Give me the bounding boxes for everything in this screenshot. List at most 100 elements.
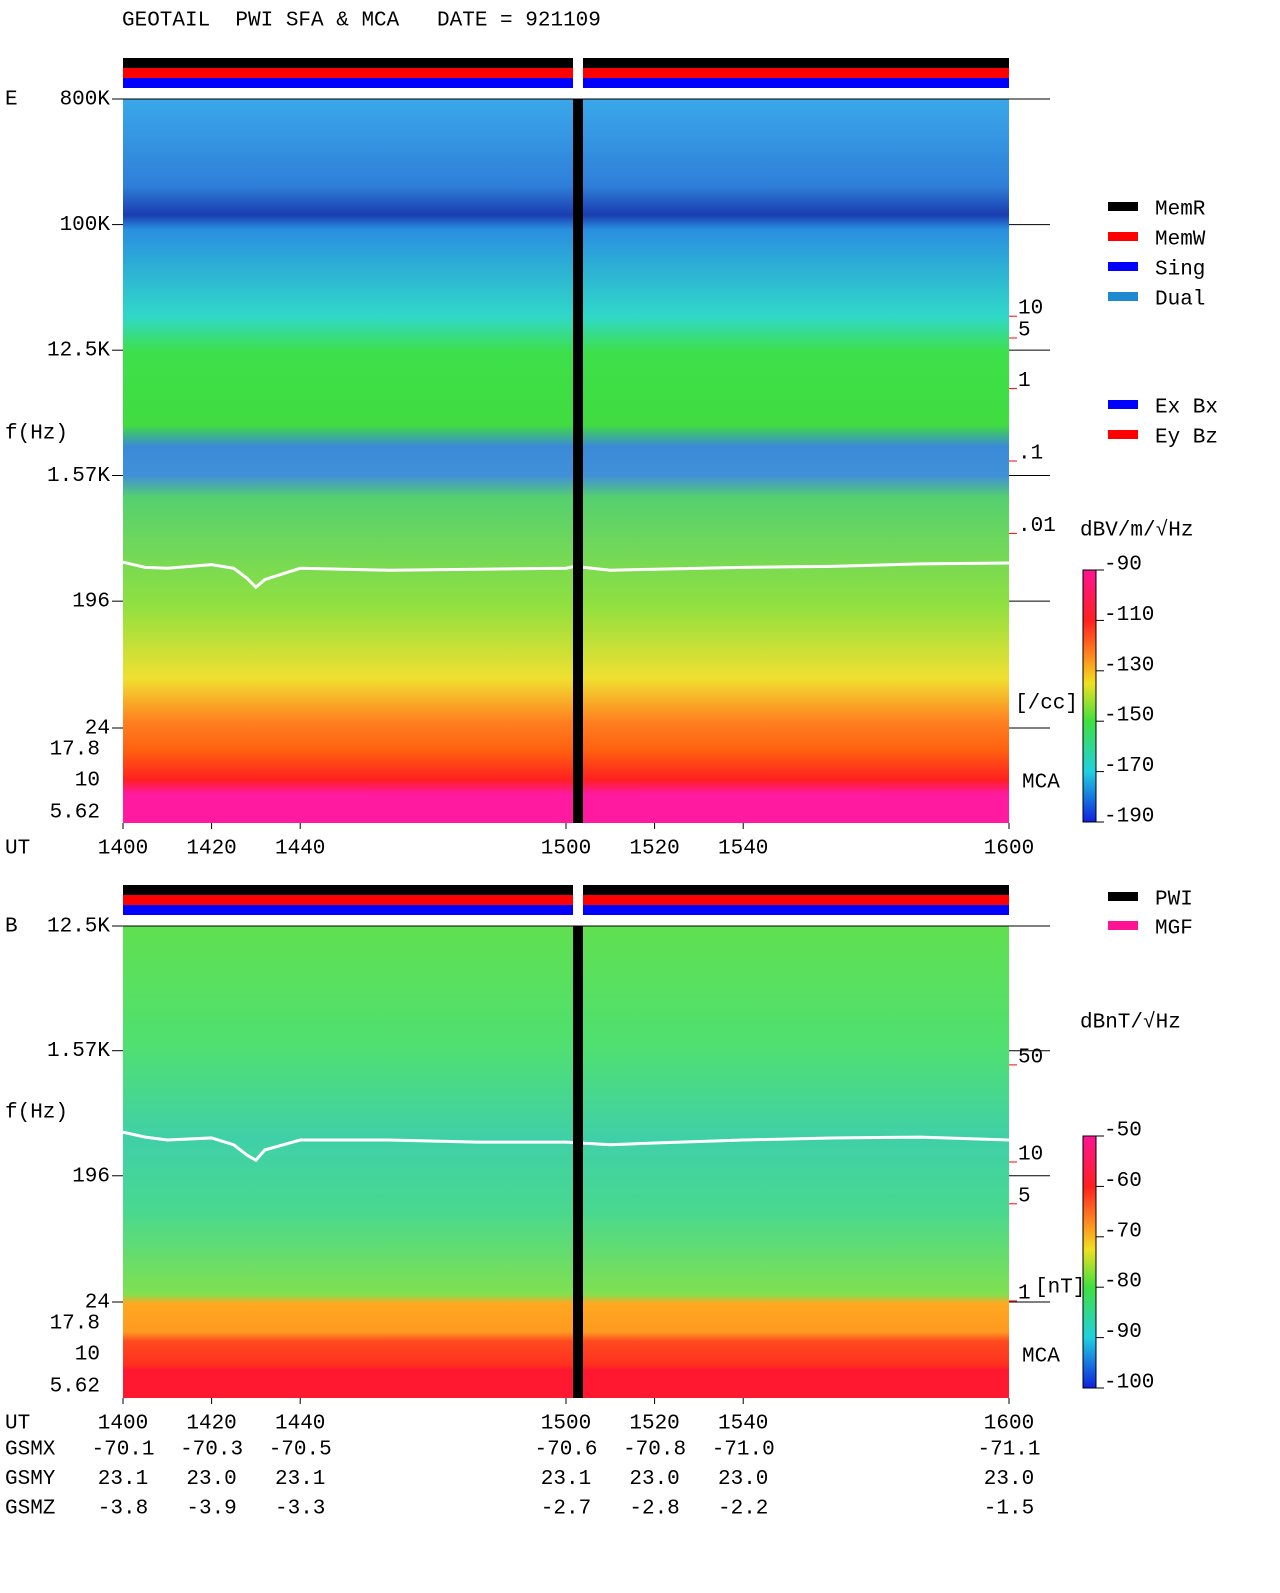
legend-label: Sing [1155,259,1205,282]
y2-axis-label: [/cc] [1015,693,1078,716]
table-cell: -3.3 [275,1498,325,1521]
panel-label: E [5,89,18,112]
status-bar [123,68,1009,78]
spectrogram [123,99,1009,823]
y-tick-label: 196 [72,1165,110,1188]
data-gap [573,99,583,823]
legend-label: PWI [1155,889,1193,912]
y2-tick-label: .01 [1018,515,1056,538]
status-bar [123,58,1009,68]
table-cell: -71.0 [712,1439,775,1462]
colorbar-tick-label: -170 [1104,755,1154,778]
legend-swatch [1108,921,1138,930]
y2-axis-label: [nT] [1035,1277,1085,1300]
y-tick-label: 24 [85,1292,110,1315]
colorbar-tick-label: -190 [1104,806,1154,829]
x-tick-label: 1540 [718,1413,768,1436]
y2-tick-label: 5 [1018,320,1031,343]
table-cell: -70.5 [269,1439,332,1462]
y-axis-label: f(Hz) [5,1102,68,1125]
table-cell: -70.6 [534,1439,597,1462]
x-tick-label: 1500 [541,1413,591,1436]
mca-channel-label: 10 [75,1344,100,1367]
legend-label: MemW [1155,229,1206,252]
table-cell: 23.0 [984,1468,1034,1491]
table-cell: 23.0 [629,1468,679,1491]
y-tick-label: 800K [60,89,111,112]
mca-channel-label: 10 [75,770,100,793]
mca-label: MCA [1022,772,1060,795]
colorbar [1082,569,1097,823]
y2-tick-label: 1 [1018,1282,1031,1305]
trace-line [122,1130,1010,1163]
status-bar [123,78,1009,88]
table-cell: -3.9 [186,1498,236,1521]
y-tick-label: 24 [85,718,110,741]
colorbar-label: dBV/m/√Hz [1080,519,1193,543]
colorbar-tick-label: -130 [1104,654,1154,677]
legend-swatch [1108,232,1138,241]
y-tick-label: 1.57K [47,465,110,488]
table-cell: -70.3 [180,1439,243,1462]
colorbar-label: dBnT/√Hz [1080,1011,1181,1035]
chart-title: GEOTAIL PWI SFA & MCA DATE = 921109 [122,10,601,33]
legend-label: Ey Bz [1155,427,1218,450]
table-cell: -2.7 [541,1498,591,1521]
x-axis-label: UT [5,1413,30,1436]
legend-label: MGF [1155,918,1193,941]
legend-swatch [1108,892,1138,901]
y2-tick-label: .1 [1018,443,1043,466]
legend-swatch [1108,400,1138,409]
status-bar [123,905,1009,915]
y-tick-label: 12.5K [47,916,110,939]
y-tick-label: 196 [72,591,110,614]
table-row-label: GSMX [5,1439,56,1462]
x-tick-label: 1520 [629,838,679,861]
colorbar-tick-label: -100 [1104,1372,1154,1395]
x-tick-label: 1400 [98,1413,148,1436]
table-cell: -70.8 [623,1439,686,1462]
mca-channel-label: 17.8 [50,739,100,762]
table-cell: 23.1 [275,1468,325,1491]
table-cell: 23.0 [718,1468,768,1491]
table-cell: -2.8 [629,1498,679,1521]
y-tick-label: 100K [60,214,111,237]
x-tick-label: 1520 [629,1413,679,1436]
spectrogram [123,926,1009,1398]
table-cell: -3.8 [98,1498,148,1521]
table-cell: -71.1 [977,1439,1040,1462]
table-row-label: GSMY [5,1468,56,1491]
status-gap [573,885,583,915]
table-cell: -2.2 [718,1498,768,1521]
status-bar [123,885,1009,895]
status-bar [123,895,1009,905]
legend-label: Ex Bx [1155,397,1218,420]
x-tick-label: 1600 [984,1413,1034,1436]
colorbar-tick-label: -110 [1104,604,1154,627]
x-tick-label: 1440 [275,838,325,861]
colorbar-tick-label: -50 [1104,1120,1142,1143]
colorbar-tick-label: -60 [1104,1170,1142,1193]
table-cell: 23.1 [98,1468,148,1491]
x-axis-label: UT [5,838,30,861]
colorbar-tick-label: -150 [1104,705,1154,728]
mca-channel-label: 5.62 [50,802,100,825]
x-tick-label: 1600 [984,838,1034,861]
trace-line [122,560,1010,590]
legend-swatch [1108,292,1138,301]
colorbar-tick-label: -80 [1104,1271,1142,1294]
status-gap [573,58,583,88]
table-cell: -1.5 [984,1498,1034,1521]
legend-swatch [1108,262,1138,271]
x-tick-label: 1420 [186,1413,236,1436]
legend-swatch [1108,430,1138,439]
panel-label: B [5,916,18,939]
colorbar-tick-label: -70 [1104,1220,1142,1243]
colorbar-tick-label: -90 [1104,1321,1142,1344]
colorbar [1082,1135,1097,1389]
mca-channel-label: 17.8 [50,1313,100,1336]
y2-tick-label: 50 [1018,1046,1043,1069]
table-cell: 23.1 [541,1468,591,1491]
